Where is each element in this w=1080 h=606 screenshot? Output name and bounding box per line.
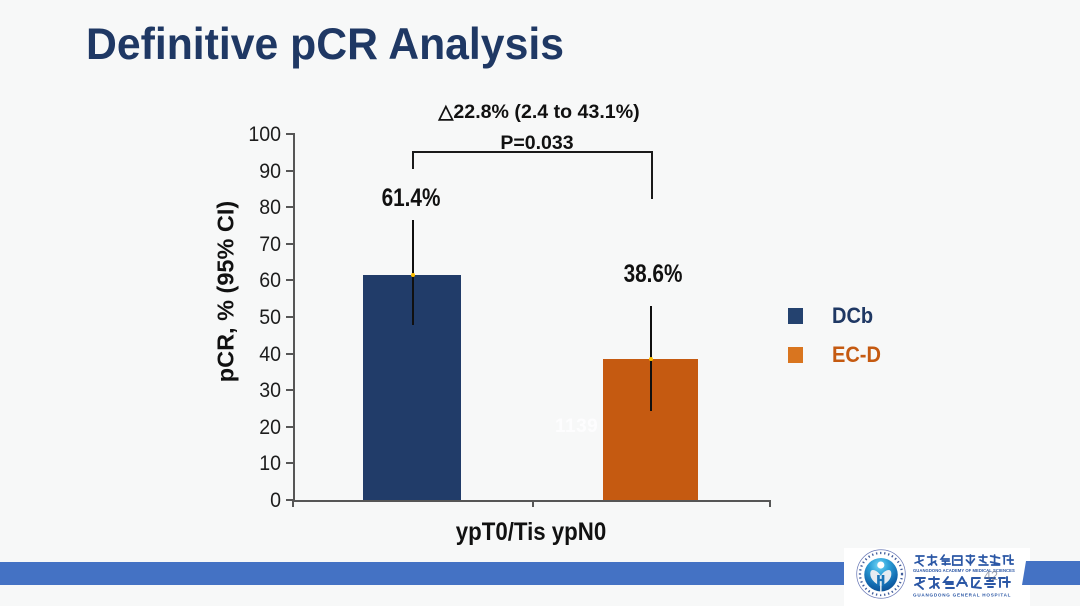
svg-text:GUANGDONG GENERAL HOSPITAL: GUANGDONG GENERAL HOSPITAL bbox=[913, 592, 1011, 597]
svg-text:GUANGDONG ACADEMY OF MEDICAL S: GUANGDONG ACADEMY OF MEDICAL SCIENCES bbox=[913, 568, 1015, 573]
